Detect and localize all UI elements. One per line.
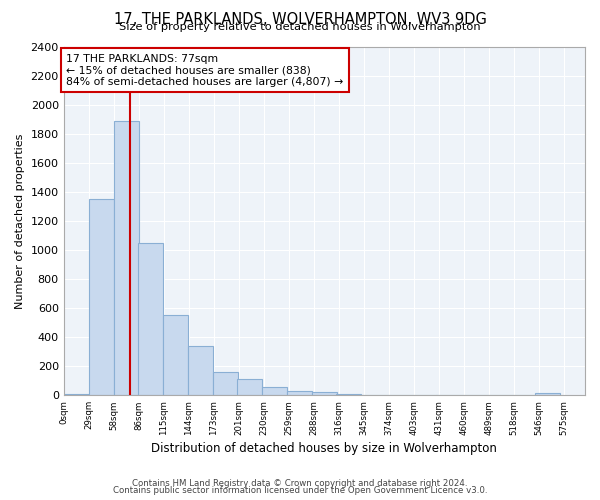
Bar <box>535 393 560 396</box>
Bar <box>64 394 89 396</box>
Bar <box>138 242 163 396</box>
Text: 17, THE PARKLANDS, WOLVERHAMPTON, WV3 9DG: 17, THE PARKLANDS, WOLVERHAMPTON, WV3 9D… <box>113 12 487 28</box>
Text: Contains HM Land Registry data © Crown copyright and database right 2024.: Contains HM Land Registry data © Crown c… <box>132 478 468 488</box>
Bar <box>287 391 312 396</box>
Y-axis label: Number of detached properties: Number of detached properties <box>15 133 25 308</box>
Bar <box>213 372 238 396</box>
Bar <box>262 386 287 396</box>
X-axis label: Distribution of detached houses by size in Wolverhampton: Distribution of detached houses by size … <box>151 442 497 455</box>
Text: 17 THE PARKLANDS: 77sqm
← 15% of detached houses are smaller (838)
84% of semi-d: 17 THE PARKLANDS: 77sqm ← 15% of detache… <box>66 54 344 87</box>
Bar <box>337 394 361 396</box>
Bar <box>114 120 139 396</box>
Bar <box>312 392 337 396</box>
Bar <box>163 316 188 396</box>
Bar <box>89 199 114 396</box>
Bar <box>361 394 386 396</box>
Text: Size of property relative to detached houses in Wolverhampton: Size of property relative to detached ho… <box>119 22 481 32</box>
Bar <box>188 346 213 396</box>
Bar <box>237 380 262 396</box>
Text: Contains public sector information licensed under the Open Government Licence v3: Contains public sector information licen… <box>113 486 487 495</box>
